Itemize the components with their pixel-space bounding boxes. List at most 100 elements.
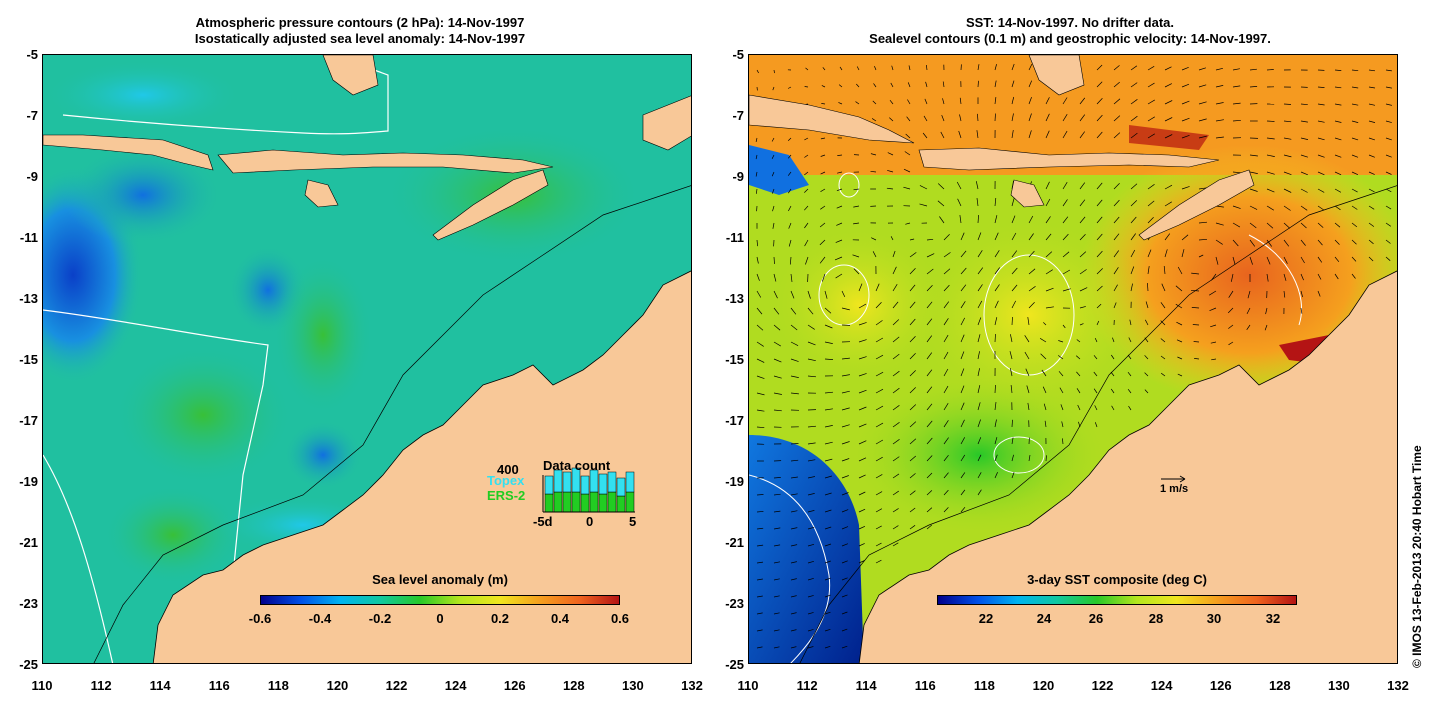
velocity-arrow <box>960 267 967 275</box>
velocity-arrow <box>1028 302 1035 309</box>
velocity-arrow <box>926 490 933 496</box>
velocity-arrow <box>1028 113 1032 122</box>
sea-level-anomaly-map[interactable] <box>42 54 692 664</box>
velocity-arrow <box>841 390 850 394</box>
velocity-arrow <box>960 351 965 360</box>
y-axis-tick-label: -23 <box>725 596 744 611</box>
topex-count-bar <box>544 475 554 495</box>
ers-count-bar <box>571 491 581 513</box>
velocity-arrow <box>772 205 775 212</box>
inset-xtick: 0 <box>586 514 594 529</box>
velocity-arrow <box>977 214 979 224</box>
sst-map[interactable] <box>748 54 1398 664</box>
velocity-arrow <box>1194 358 1200 360</box>
velocity-arrow <box>1300 256 1305 264</box>
velocity-arrow <box>804 188 809 193</box>
velocity-arrow <box>1028 80 1033 88</box>
velocity-arrow <box>804 154 809 158</box>
velocity-arrow <box>756 341 764 347</box>
velocity-arrow <box>1334 239 1340 245</box>
velocity-arrow <box>1096 98 1103 105</box>
y-axis-tick-label: -21 <box>725 535 744 550</box>
velocity-arrow <box>977 300 983 309</box>
velocity-arrow <box>1144 372 1149 377</box>
velocity-arrow <box>1028 215 1034 224</box>
velocity-arrow <box>807 510 815 513</box>
velocity-arrow <box>1227 307 1234 314</box>
velocity-arrow <box>1028 268 1036 275</box>
velocity-arrow <box>960 506 966 513</box>
velocity-arrow <box>1266 273 1269 282</box>
velocity-arrow <box>1283 120 1292 123</box>
velocity-arrow <box>977 284 983 292</box>
velocity-arrow <box>1011 267 1018 275</box>
x-axis-tick-label: 116 <box>914 678 936 693</box>
pressure-contour <box>43 454 114 663</box>
left-title-line2: Isostatically adjusted sea level anomaly… <box>194 31 526 46</box>
java-coast <box>749 94 915 144</box>
velocity-arrow <box>790 612 797 615</box>
velocity-arrow <box>1096 131 1103 139</box>
velocity-arrow <box>1113 81 1120 88</box>
velocity-arrow <box>1045 269 1053 275</box>
velocity-arrow <box>875 422 884 428</box>
velocity-arrow <box>1177 356 1183 360</box>
velocity-arrow <box>858 389 867 394</box>
velocity-arrow <box>821 85 826 88</box>
velocity-arrow <box>1317 256 1323 263</box>
velocity-arrow <box>824 358 834 360</box>
velocity-arrow <box>824 577 831 581</box>
velocity-arrow <box>977 437 982 445</box>
velocity-arrow <box>790 375 799 378</box>
ers-count-bar <box>544 493 554 513</box>
velocity-arrow <box>1011 80 1015 88</box>
velocity-arrow <box>1164 100 1173 105</box>
velocity-arrow <box>835 273 843 279</box>
velocity-arrow <box>756 273 760 281</box>
velocity-arrow <box>773 256 775 265</box>
velocity-arrow <box>1044 420 1047 428</box>
velocity-arrow <box>788 205 792 212</box>
velocity-arrow <box>773 358 782 363</box>
left-colorbar <box>260 595 620 605</box>
velocity-arrow <box>1045 306 1054 309</box>
velocity-arrow <box>875 456 883 462</box>
velocity-arrow <box>1211 358 1217 361</box>
velocity-arrow <box>856 83 860 88</box>
velocity-arrow <box>807 629 814 632</box>
y-axis-tick-label: -11 <box>19 230 38 245</box>
velocity-arrow <box>1062 288 1071 292</box>
velocity-arrow <box>756 409 765 412</box>
velocity-arrow <box>773 561 781 564</box>
right-colorbar-tick: 26 <box>1088 611 1104 626</box>
velocity-arrow <box>824 611 831 615</box>
velocity-arrow <box>1144 355 1149 360</box>
velocity-arrow <box>890 82 894 88</box>
velocity-arrow <box>926 268 934 275</box>
velocity-arrow <box>841 509 849 513</box>
y-axis-tick-label: -7 <box>732 108 744 123</box>
velocity-arrow <box>1057 355 1064 360</box>
velocity-arrow <box>994 300 999 309</box>
velocity-arrow <box>922 132 928 139</box>
velocity-arrow <box>1210 341 1217 344</box>
velocity-arrow <box>1011 113 1014 122</box>
y-axis-tick-label: -17 <box>19 413 38 428</box>
velocity-arrow <box>773 612 780 615</box>
velocity-arrow <box>1045 130 1050 139</box>
left-title-line1: Atmospheric pressure contours (2 hPa): 1… <box>195 15 525 30</box>
velocity-arrow <box>942 81 945 88</box>
velocity-arrow <box>875 559 882 564</box>
velocity-arrow <box>1113 115 1121 122</box>
velocity-arrow <box>943 385 949 394</box>
velocity-arrow <box>807 358 816 362</box>
velocity-arrow <box>892 439 900 445</box>
velocity-arrow <box>926 455 933 462</box>
velocity-arrow <box>892 319 900 326</box>
velocity-arrow <box>1079 269 1087 275</box>
velocity-arrow <box>1011 472 1015 479</box>
sst-hot-strip <box>1129 125 1209 150</box>
velocity-arrow <box>841 560 848 564</box>
velocity-arrow <box>805 256 809 265</box>
velocity-arrow <box>858 283 863 292</box>
